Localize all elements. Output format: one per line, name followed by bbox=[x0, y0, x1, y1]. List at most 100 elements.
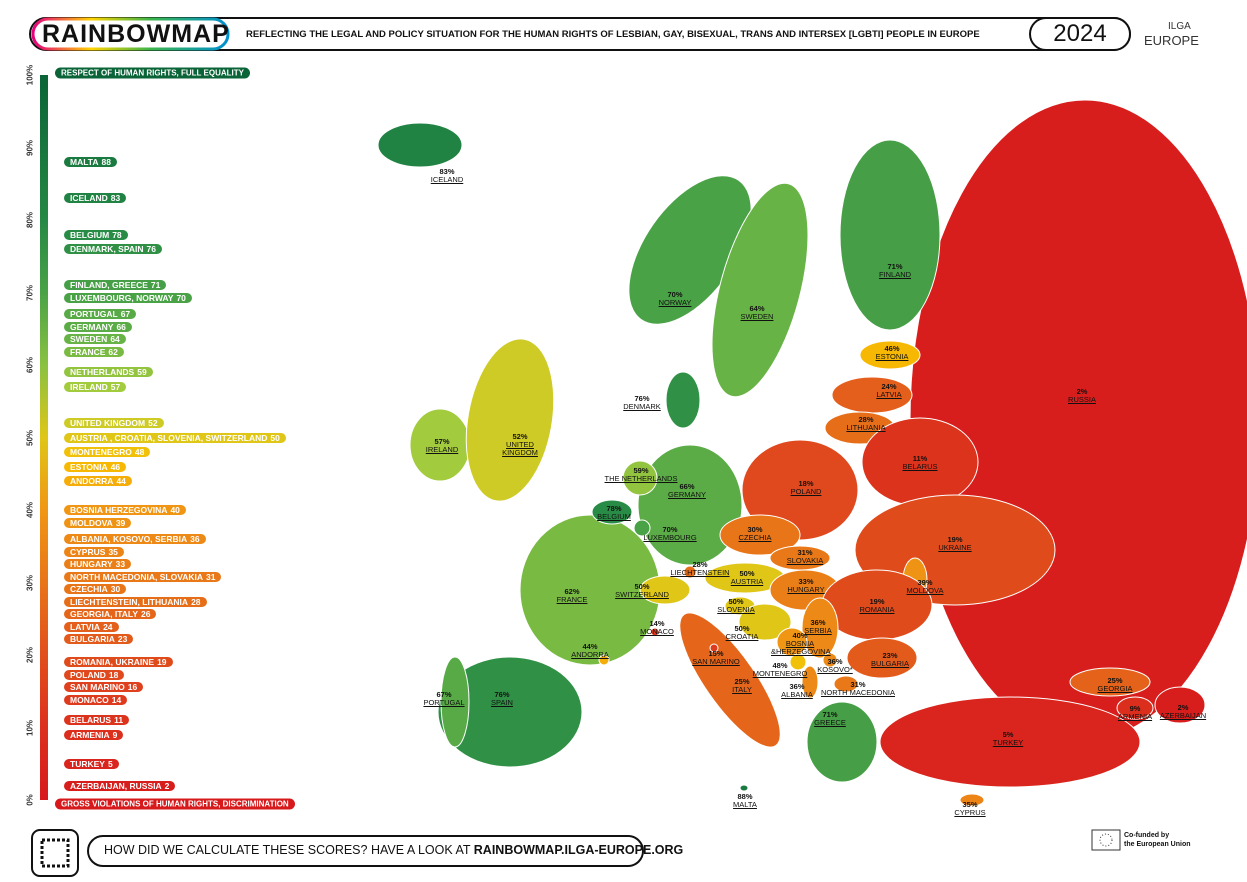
country-label: 25% GEORGIA bbox=[1085, 677, 1145, 693]
country-score: 9% bbox=[1129, 704, 1141, 713]
entry-name: MOLDOVA bbox=[70, 517, 113, 528]
entry-score: 88 bbox=[101, 157, 111, 167]
entry-name: MONACO bbox=[70, 694, 109, 705]
entry-score: 30 bbox=[110, 584, 121, 594]
country-name: PORTUGAL bbox=[423, 698, 465, 707]
country-name: BOSNIA &HERZEGOVINA bbox=[771, 639, 831, 656]
scale-entry: LUXEMBOURG, NORWAY 70 bbox=[64, 292, 192, 303]
scale-top-label: RESPECT OF HUMAN RIGHTS, FULL EQUALITY bbox=[55, 67, 250, 79]
country-label: 14% MONACO bbox=[627, 620, 687, 636]
entry-score: 36 bbox=[190, 534, 200, 544]
entry-score: 57 bbox=[110, 381, 121, 392]
country-shape bbox=[806, 701, 878, 783]
scale-tick: 0% bbox=[25, 794, 35, 806]
entry-score: 9 bbox=[112, 729, 118, 740]
country-label: 2% RUSSIA bbox=[1052, 388, 1112, 404]
country-score: 36% bbox=[827, 657, 843, 666]
scale-entry: ANDORRA 44 bbox=[64, 476, 132, 486]
country-label: 36% KOSOVO* bbox=[805, 658, 865, 674]
country-label: 48% MONTENEGRO bbox=[750, 662, 810, 678]
entry-name: POLAND bbox=[70, 669, 106, 680]
subtitle: REFLECTING THE LEGAL AND POLICY SITUATIO… bbox=[246, 29, 980, 40]
country-name: ITALY bbox=[732, 685, 752, 694]
country-shape bbox=[879, 696, 1141, 788]
country-shape bbox=[833, 675, 859, 693]
country-name: AZERBAIJAN bbox=[1159, 711, 1207, 720]
country-shape bbox=[1154, 686, 1206, 724]
country-shape bbox=[633, 519, 651, 537]
country-shape bbox=[909, 99, 1247, 741]
entry-score: 76 bbox=[146, 244, 156, 254]
country-name: BELARUS bbox=[902, 462, 938, 471]
country-score: 28% bbox=[858, 415, 874, 424]
country-shape bbox=[709, 643, 719, 653]
footer-question: HOW DID WE CALCULATE THESE SCORES? HAVE … bbox=[104, 843, 471, 857]
country-label: 23% BULGARIA bbox=[860, 652, 920, 668]
country-name: LIECHTENSTEIN bbox=[670, 568, 730, 577]
country-score: 31% bbox=[797, 548, 813, 557]
country-name: GREECE bbox=[814, 718, 846, 727]
scale-entry: ESTONIA 46 bbox=[64, 461, 127, 472]
country-score: 76% bbox=[494, 690, 510, 699]
entry-score: 44 bbox=[116, 476, 126, 486]
scale-tick: 90% bbox=[25, 139, 35, 156]
country-score: 59% bbox=[633, 466, 649, 475]
scale-entry: MONACO 14 bbox=[64, 694, 128, 705]
entry-score: 11 bbox=[114, 715, 124, 726]
country-score: 88% bbox=[737, 792, 753, 801]
country-score: 50% bbox=[739, 569, 755, 578]
entry-score: 62 bbox=[108, 346, 118, 357]
entry-score: 31 bbox=[206, 571, 216, 582]
footer-link[interactable]: RAINBOWMAP.ILGA-EUROPE.ORG bbox=[473, 843, 684, 857]
country-name: MALTA bbox=[733, 800, 757, 809]
scale-entry: BELGIUM 78 bbox=[64, 229, 128, 240]
scale-entry: AUSTRIA , CROATIA, SLOVENIA, SWITZERLAND… bbox=[64, 432, 286, 443]
country-shape bbox=[639, 575, 691, 605]
footer-frame bbox=[87, 835, 644, 867]
country-score: 18% bbox=[798, 479, 814, 488]
country-label: 24% LATVIA bbox=[859, 383, 919, 399]
scale-entry: NETHERLANDS 59 bbox=[64, 367, 153, 378]
scale-entry: CYPRUS 35 bbox=[64, 546, 124, 557]
country-name: LATVIA bbox=[876, 390, 902, 399]
entry-score: 46 bbox=[110, 461, 121, 472]
entry-score: 52 bbox=[148, 418, 158, 428]
scale-tick: 100% bbox=[25, 64, 35, 86]
country-score: 19% bbox=[869, 597, 885, 606]
country-shape bbox=[801, 597, 839, 659]
country-name: THE NETHERLANDS bbox=[604, 474, 678, 483]
country-name: UKRAINE bbox=[938, 543, 972, 552]
country-name: SLOVENIA bbox=[717, 605, 755, 614]
entry-name: DENMARK, SPAIN bbox=[70, 244, 144, 254]
scale-entry: TURKEY 5 bbox=[64, 758, 119, 769]
country-shape bbox=[665, 371, 701, 429]
country-name: CYPRUS bbox=[954, 808, 986, 817]
country-score: 24% bbox=[881, 382, 897, 391]
scale-entry: DENMARK, SPAIN 76 bbox=[64, 244, 162, 254]
footer-text: HOW DID WE CALCULATE THESE SCORES? HAVE … bbox=[104, 843, 683, 857]
country-label: 25% ITALY bbox=[712, 678, 772, 694]
entry-score: 64 bbox=[110, 334, 120, 345]
entry-score: 33 bbox=[115, 559, 126, 569]
scale-entry: ARMENIA 9 bbox=[64, 729, 124, 740]
country-name: SAN MARINO bbox=[692, 657, 740, 666]
entry-score: 24 bbox=[103, 621, 113, 632]
country-label: 67% PORTUGAL bbox=[414, 691, 474, 707]
entry-name: LIECHTENSTEIN, LITHUANIA bbox=[70, 596, 189, 607]
entry-score: 83 bbox=[110, 193, 121, 204]
country-label: 76% DENMARK bbox=[612, 395, 672, 411]
country-label: 50% AUSTRIA bbox=[717, 570, 777, 586]
entry-score: 28 bbox=[191, 596, 201, 607]
entry-score: 18 bbox=[108, 669, 119, 680]
country-name: SERBIA bbox=[804, 626, 832, 635]
country-label: 31% SLOVAKIA bbox=[775, 549, 835, 565]
country-name: SPAIN bbox=[491, 698, 513, 707]
country-label: 33% HUNGARY bbox=[776, 578, 836, 594]
country-name: ESTONIA bbox=[875, 352, 909, 361]
entry-score: 39 bbox=[115, 517, 126, 528]
scale-tick: 80% bbox=[25, 211, 35, 229]
scale-entry: AZERBAIJAN, RUSSIA 2 bbox=[64, 780, 176, 791]
country-label: 28% LITHUANIA bbox=[836, 416, 896, 432]
entry-name: NORTH MACEDONIA, SLOVAKIA bbox=[70, 571, 204, 582]
